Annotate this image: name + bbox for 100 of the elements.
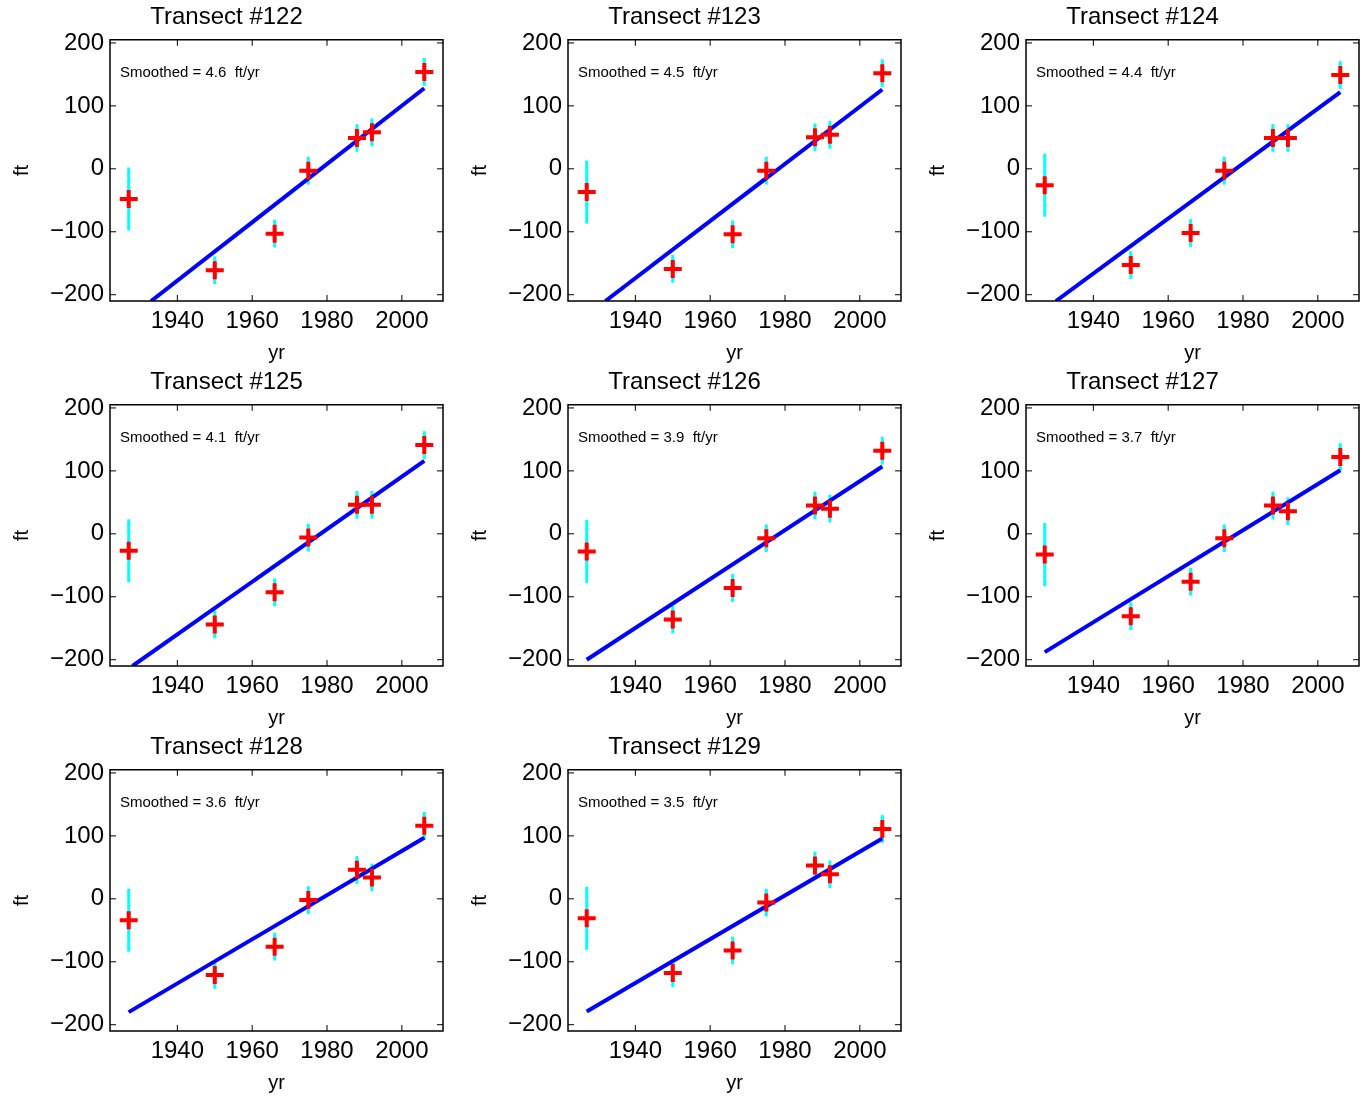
x-tick-label: 1940 [1066,671,1121,699]
point [117,539,140,562]
x-tick-label: 2000 [833,306,887,334]
x-tick-label: 1960 [225,1036,279,1064]
x-tick-label: 1960 [683,1036,737,1064]
y-tick-label: 100 [521,820,562,848]
x-tick-label: 2000 [1291,306,1345,334]
annotation: Smoothed = 4.6 ft/yr [120,62,260,80]
y-tick-label: −100 [49,216,104,244]
annotation: Smoothed = 3.7 ft/yr [1036,427,1176,445]
y-tick-label: −100 [507,216,562,244]
point [871,439,894,462]
point [203,613,226,636]
y-tick-label: 200 [63,27,104,55]
point [1329,64,1352,87]
y-tick-label: −200 [965,644,1020,672]
point [661,608,684,631]
chart-title: Transect #123 [608,2,761,30]
x-tick-label: 2000 [1291,671,1345,699]
point [360,866,383,889]
x-tick-label: 1960 [1141,671,1195,699]
point [360,493,383,516]
y-tick-label: 0 [90,518,104,546]
point [1329,446,1352,469]
point [1213,159,1236,182]
y-tick-label: −200 [49,644,104,672]
x-tick-label: 1940 [608,671,663,699]
point [755,891,778,914]
annotation: Smoothed = 4.5 ft/yr [578,62,718,80]
point [297,159,320,182]
point [818,497,841,520]
annotation: Smoothed = 3.9 ft/yr [578,427,718,445]
y-tick-label: 100 [521,90,562,118]
point [203,259,226,282]
point [1119,254,1142,277]
point [263,222,286,245]
y-tick-label: 200 [63,392,104,420]
chart-title: Transect #126 [608,367,761,395]
x-tick-label: 1980 [1216,671,1270,699]
y-tick-label: 0 [548,883,562,911]
y-axis-title: ft [467,164,490,176]
y-tick-label: 200 [521,392,562,420]
y-tick-label: 100 [63,90,104,118]
point [661,257,684,280]
point [575,540,598,563]
x-tick-label: 1940 [1066,306,1121,334]
y-axis-title: ft [467,529,490,541]
point [1261,494,1284,517]
annotation: Smoothed = 3.5 ft/yr [578,792,718,810]
x-tick-label: 1960 [1141,306,1195,334]
y-tick-label: −100 [49,946,104,974]
x-tick-label: 2000 [375,306,429,334]
point [1179,570,1202,593]
y-tick-label: −100 [49,581,104,609]
y-tick-label: 200 [979,392,1020,420]
x-tick-label: 1980 [300,306,354,334]
chart-title: Transect #129 [608,732,761,760]
chart-title: Transect #122 [150,2,303,30]
point [871,62,894,85]
point [818,123,841,146]
x-tick-label: 1980 [758,306,812,334]
y-axis-title: ft [9,894,32,906]
y-tick-label: −200 [49,1009,104,1037]
point [117,188,140,211]
chart-title: Transect #127 [1066,367,1219,395]
x-axis-title: yr [726,1070,744,1093]
point [803,126,826,149]
y-tick-label: −100 [965,216,1020,244]
x-axis-title: yr [726,705,744,728]
annotation: Smoothed = 4.1 ft/yr [120,427,260,445]
y-axis-title: ft [9,164,32,176]
y-tick-label: −100 [965,581,1020,609]
point [721,576,744,599]
point [661,962,684,985]
y-tick-label: 100 [979,90,1020,118]
y-tick-label: 100 [63,455,104,483]
y-tick-label: 200 [521,27,562,55]
x-axis-title: yr [268,705,286,728]
x-tick-label: 1980 [300,1036,354,1064]
y-tick-label: 0 [1006,153,1020,181]
point [721,939,744,962]
x-tick-label: 2000 [375,671,429,699]
x-tick-label: 2000 [833,1036,887,1064]
point [721,223,744,246]
x-tick-label: 1980 [1216,306,1270,334]
point [803,494,826,517]
x-axis-title: yr [1184,705,1202,728]
y-axis-title: ft [925,529,948,541]
x-tick-label: 1940 [150,671,205,699]
y-tick-label: 0 [548,518,562,546]
y-axis-title: ft [467,894,490,906]
x-tick-label: 1960 [683,671,737,699]
point [413,60,436,83]
point [345,126,368,149]
y-tick-label: −200 [507,1009,562,1037]
point [297,889,320,912]
point [297,526,320,549]
y-axis-title: ft [925,164,948,176]
y-tick-label: 0 [1006,518,1020,546]
point [755,527,778,550]
